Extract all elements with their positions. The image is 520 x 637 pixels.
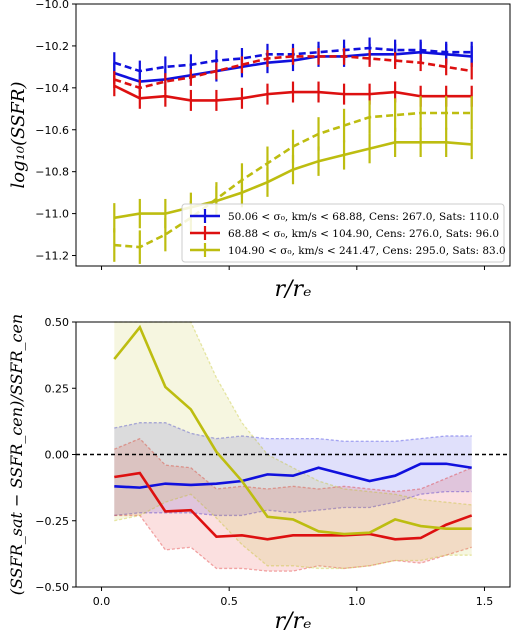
top-y-tick-label: −11.2 <box>35 250 69 263</box>
bottom-x-tick-label: 0.5 <box>220 595 238 608</box>
legend: 50.06 < σ₀, km/s < 68.88, Cens: 267.0, S… <box>181 203 506 263</box>
band-lower-edge <box>114 514 472 572</box>
bottom-x-axis-label: r/rₑ <box>275 609 312 634</box>
bottom-y-tick-label: 0.00 <box>45 449 70 462</box>
satellites-line <box>113 55 472 90</box>
top-y-tick-label: −10.8 <box>35 166 69 179</box>
top-panel-frame <box>75 3 511 267</box>
bottom-y-axis-label: (SSFR_sat − SSFR_cen)/SSFR_cen <box>7 314 26 595</box>
bottom-panel: 0.50 0.25 0.00 −0.25 −0.50 0.0 0.5 1.0 1.5 (SSFR… <box>7 314 511 634</box>
top-x-axis-label: r/rₑ <box>275 277 312 302</box>
band-3 <box>114 322 472 569</box>
legend-label: 50.06 < σ₀, km/s < 68.88, Cens: 267.0, S… <box>228 211 499 223</box>
band-lower-edge <box>114 493 472 570</box>
band-lower-edge <box>114 490 472 517</box>
bottom-x-tick-label: 1.5 <box>476 595 494 608</box>
top-y-tick-label: −11.0 <box>35 208 69 221</box>
ratio-line-2 <box>114 471 473 541</box>
band-upper-edge <box>114 437 472 493</box>
bottom-y-tick-label: −0.50 <box>35 581 69 594</box>
bottom-y-tick-label: −0.25 <box>35 515 69 528</box>
bottom-y-tick-label: 0.50 <box>45 316 70 329</box>
legend-label: 68.88 < σ₀, km/s < 104.90, Cens: 276.0, … <box>228 228 499 240</box>
band-1 <box>114 422 472 516</box>
top-y-tick-label: −10.6 <box>35 124 69 137</box>
top-y-axis-label: log₁₀(SSFR) <box>8 82 29 189</box>
band-upper-edge <box>114 422 472 442</box>
top-y-tick-label: −10.0 <box>35 0 69 11</box>
bottom-x-tick-label: 1.0 <box>348 595 366 608</box>
top-y-tick-label: −10.4 <box>35 82 69 95</box>
ratio-line-3 <box>113 324 472 536</box>
ratio-line-1 <box>114 462 472 489</box>
legend-label: 104.90 < σ₀, km/s < 241.47, Cens: 295.0,… <box>228 245 506 257</box>
bottom-y-tick-label: 0.25 <box>45 382 70 395</box>
top-y-tick-label: −10.2 <box>35 40 69 53</box>
legend-box <box>181 203 505 263</box>
top-panel: −10.0 −10.2 −10.4 −10.6 −10.8 −11.0 −11.2 log₁… <box>8 0 511 302</box>
bottom-x-tick-label: 0.0 <box>93 595 111 608</box>
